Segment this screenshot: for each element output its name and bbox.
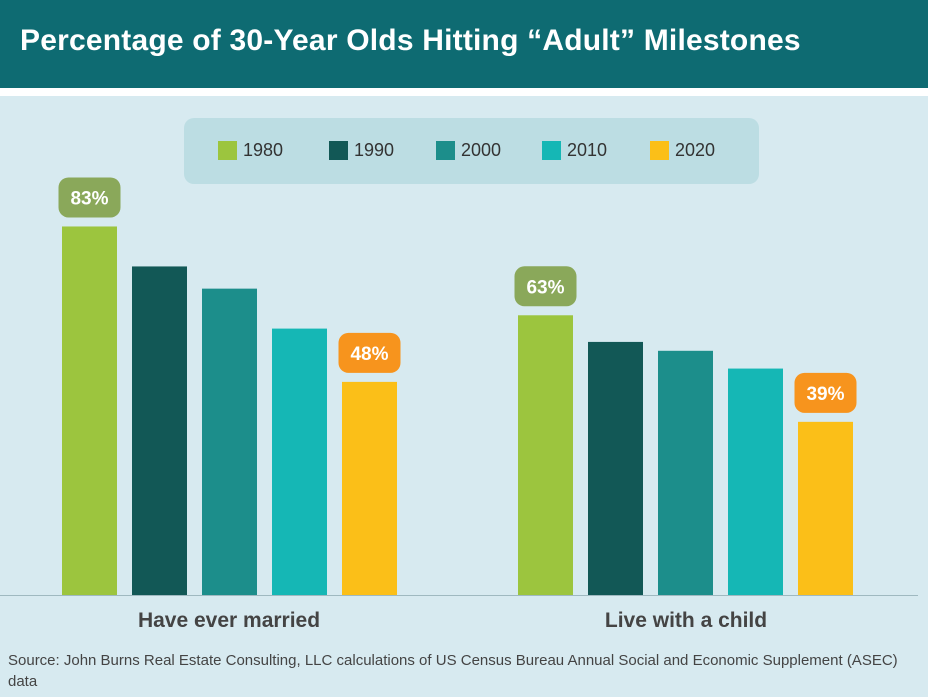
data-label-have-ever-married-2020: 48% [350, 344, 388, 365]
legend-swatch-1990 [329, 141, 348, 160]
bar-have-ever-married-2000 [202, 288, 257, 595]
legend-label-1980: 1980 [243, 140, 284, 160]
data-label-live-with-a-child-1980: 63% [526, 277, 564, 298]
legend-swatch-1980 [218, 141, 237, 160]
data-label-live-with-a-child-1980-badge [514, 266, 577, 307]
legend-swatch-2000 [436, 141, 455, 160]
chart-title: Percentage of 30-Year Olds Hitting “Adul… [20, 24, 801, 57]
data-label-have-ever-married-1980: 83% [70, 188, 108, 209]
legend-swatch-2010 [542, 141, 561, 160]
legend-label-2010: 2010 [567, 140, 608, 160]
legend-swatch-2020 [650, 141, 669, 160]
title-bar: Percentage of 30-Year Olds Hitting “Adul… [0, 0, 928, 88]
bar-have-ever-married-2010 [272, 328, 327, 595]
bar-live-with-a-child-1990 [588, 341, 643, 595]
source-note: Source: John Burns Real Estate Consultin… [8, 652, 898, 690]
data-label-have-ever-married-2020-badge [338, 332, 401, 373]
legend-label-2000: 2000 [461, 140, 502, 160]
bar-have-ever-married-1980 [62, 226, 117, 596]
bar-live-with-a-child-2010 [728, 368, 783, 595]
bar-live-with-a-child-2020 [798, 421, 853, 595]
category-label-have-ever-married: Have ever married [138, 609, 320, 632]
category-label-live-with-a-child: Live with a child [605, 609, 767, 632]
bar-live-with-a-child-2000 [658, 350, 713, 595]
bar-live-with-a-child-1980 [518, 315, 573, 595]
data-label-live-with-a-child-2020-badge [794, 372, 857, 413]
data-label-live-with-a-child-2020: 39% [806, 384, 844, 405]
data-label-have-ever-married-1980-badge [58, 177, 121, 218]
bar-have-ever-married-2020 [342, 381, 397, 595]
bar-have-ever-married-1990 [132, 266, 187, 595]
legend-label-2020: 2020 [675, 140, 716, 160]
legend-label-1990: 1990 [354, 140, 395, 160]
